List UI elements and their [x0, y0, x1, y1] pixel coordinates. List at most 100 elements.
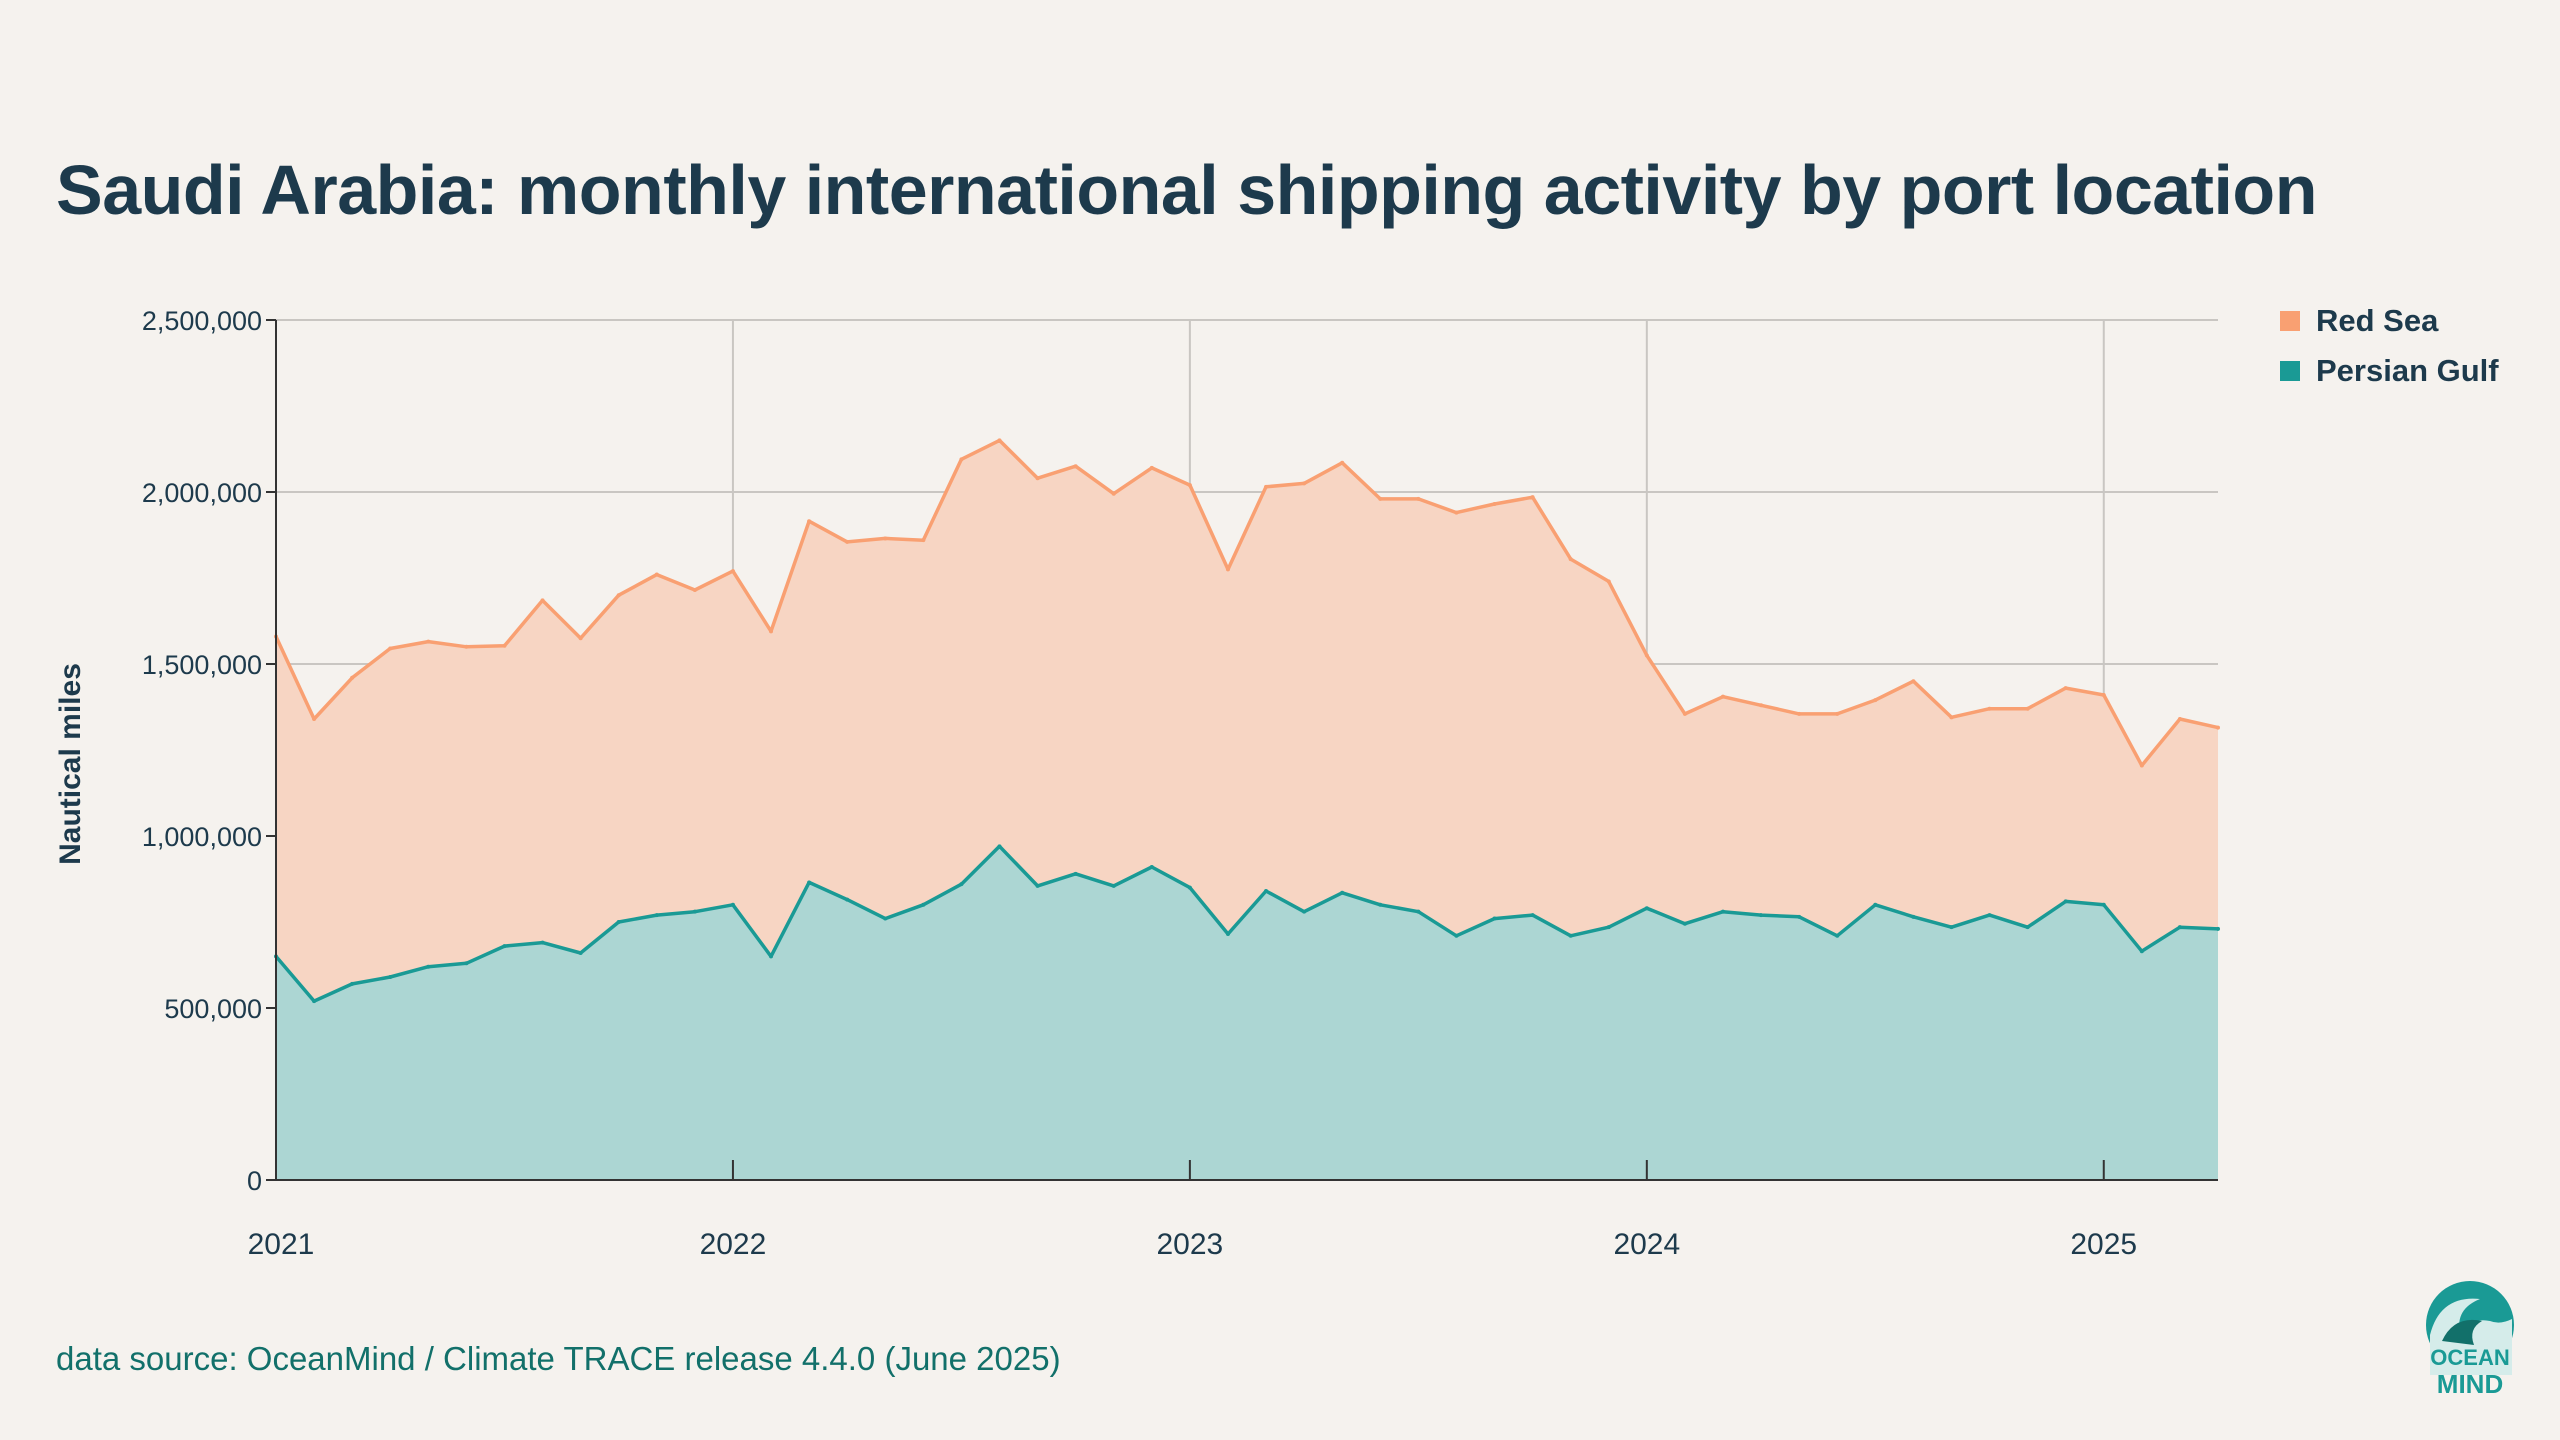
x-tick-label: 2021	[248, 1228, 315, 1261]
y-tick-label: 2,000,000	[142, 478, 262, 508]
persian-gulf-point	[845, 897, 850, 902]
red-sea-point	[1492, 502, 1497, 507]
red-sea-point	[769, 629, 774, 634]
red-sea-point	[2063, 686, 2068, 691]
red-sea-point	[1606, 579, 1611, 584]
persian-gulf-point	[1187, 885, 1192, 890]
persian-gulf-point	[2177, 925, 2182, 930]
y-tick-label: 1,000,000	[142, 822, 262, 852]
red-sea-point	[1416, 496, 1421, 501]
persian-gulf-point	[1949, 925, 1954, 930]
red-sea-point	[1340, 460, 1345, 465]
persian-gulf-area	[276, 846, 2218, 1180]
red-sea-point	[1797, 711, 1802, 716]
red-sea-point	[350, 675, 355, 680]
red-sea-point	[1225, 567, 1230, 572]
red-sea-point	[1682, 711, 1687, 716]
persian-gulf-point	[1644, 906, 1649, 911]
persian-gulf-point	[1873, 902, 1878, 907]
red-sea-point	[1720, 694, 1725, 699]
y-tick-label: 0	[247, 1166, 262, 1196]
persian-gulf-point	[2139, 949, 2144, 954]
red-sea-point	[959, 457, 964, 462]
red-sea-area	[276, 440, 2218, 1002]
y-tick-label: 2,500,000	[142, 306, 262, 336]
oceanmind-logo: OCEAN MIND	[2426, 1281, 2514, 1399]
persian-gulf-point	[921, 902, 926, 907]
x-tick-label: 2025	[2070, 1228, 2137, 1261]
red-sea-point	[1530, 495, 1535, 500]
red-sea-point	[654, 572, 659, 577]
persian-gulf-point	[807, 880, 812, 885]
persian-gulf-point	[2101, 902, 2106, 907]
logo-text-mind: MIND	[2437, 1369, 2503, 1399]
persian-gulf-point	[1340, 890, 1345, 895]
red-sea-point	[2177, 717, 2182, 722]
persian-gulf-point	[2025, 925, 2030, 930]
red-sea-point	[883, 536, 888, 541]
red-sea-point	[845, 539, 850, 544]
red-sea-point	[730, 569, 735, 574]
persian-gulf-point	[540, 940, 545, 945]
persian-gulf-point	[1378, 902, 1383, 907]
red-sea-point	[312, 717, 317, 722]
red-sea-point	[1073, 464, 1078, 469]
red-sea-point	[1187, 483, 1192, 488]
persian-gulf-point	[388, 975, 393, 980]
persian-gulf-point	[1454, 933, 1459, 938]
red-sea-point	[1759, 703, 1764, 708]
y-axis-label: Nautical miles	[54, 663, 87, 865]
persian-gulf-point	[1264, 889, 1269, 894]
red-sea-point	[1911, 679, 1916, 684]
red-sea-point	[2139, 763, 2144, 768]
persian-gulf-point	[1720, 909, 1725, 914]
red-sea-point	[426, 639, 431, 644]
legend-label: Red Sea	[2316, 303, 2439, 338]
persian-gulf-point	[2063, 899, 2068, 904]
persian-gulf-point	[1035, 883, 1040, 888]
red-sea-point	[1454, 510, 1459, 515]
red-sea-point	[2101, 692, 2106, 697]
x-tick-label: 2022	[700, 1228, 767, 1261]
x-tick-label: 2024	[1613, 1228, 1680, 1261]
red-sea-point	[1149, 465, 1154, 470]
persian-gulf-line	[274, 844, 2219, 1003]
persian-gulf-point	[2216, 926, 2220, 931]
persian-gulf-point	[1759, 913, 1764, 918]
red-sea-point	[1111, 491, 1116, 496]
persian-gulf-point	[426, 964, 431, 969]
persian-gulf-point	[1111, 883, 1116, 888]
red-sea-point	[692, 588, 697, 593]
persian-gulf-point	[1149, 864, 1154, 869]
persian-gulf-point	[1568, 933, 1573, 938]
red-sea-point	[502, 643, 507, 648]
persian-gulf-point	[1225, 932, 1230, 937]
persian-gulf-point	[654, 913, 659, 918]
persian-gulf-point	[350, 981, 355, 986]
axes: 0 500,000 1,000,000 1,500,000 2,000,000 2,500…	[142, 306, 2218, 1261]
chart-title: Saudi Arabia: monthly international ship…	[56, 151, 2317, 229]
red-sea-point	[921, 538, 926, 543]
persian-gulf-point	[1987, 913, 1992, 918]
red-sea-point	[2216, 725, 2220, 730]
red-sea-point	[1035, 476, 1040, 481]
red-sea-point	[616, 593, 621, 598]
red-sea-point	[1568, 557, 1573, 562]
red-sea-point	[1644, 653, 1649, 658]
persian-gulf-point	[1911, 914, 1916, 919]
data-source-note: data source: OceanMind / Climate TRACE r…	[56, 1340, 1061, 1377]
logo-text-ocean: OCEAN	[2430, 1345, 2509, 1370]
persian-gulf-point	[1797, 914, 1802, 919]
legend-swatch	[2280, 311, 2300, 331]
persian-gulf-point	[692, 909, 697, 914]
red-sea-point	[540, 598, 545, 603]
persian-gulf-point	[312, 999, 317, 1004]
red-sea-point	[1302, 481, 1307, 486]
persian-gulf-point	[883, 916, 888, 921]
red-sea-point	[1264, 484, 1269, 489]
persian-gulf-point	[1530, 913, 1535, 918]
persian-gulf-point	[1073, 871, 1078, 876]
persian-gulf-point	[730, 902, 735, 907]
plot-area	[274, 438, 2220, 1180]
persian-gulf-point	[1492, 916, 1497, 921]
